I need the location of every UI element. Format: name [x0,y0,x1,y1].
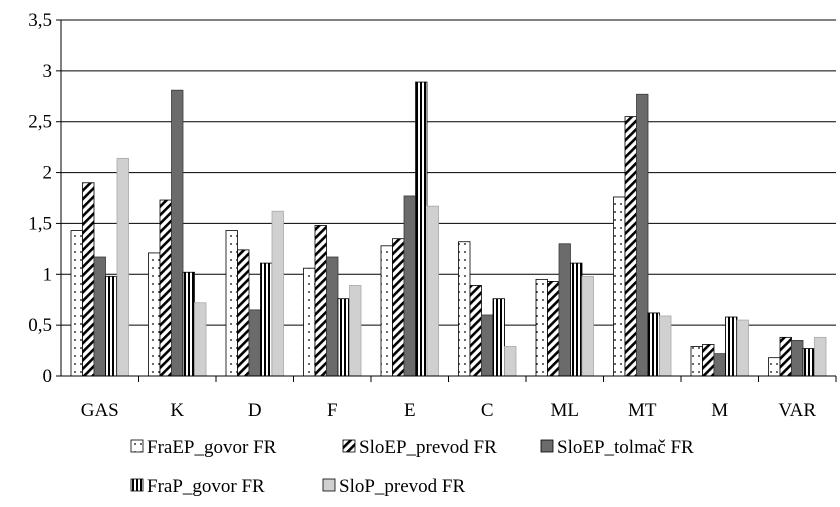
bar [314,225,327,377]
bar [659,315,672,377]
bar [492,298,505,377]
legend-swatch [130,439,144,453]
bar [337,298,350,377]
bar [392,238,405,377]
bar [713,353,726,377]
y-tick-label: 1,5 [28,213,52,234]
bar [426,205,439,377]
bar [82,182,95,377]
bar [636,93,649,377]
bar [260,262,273,377]
bar [380,245,393,377]
bar [768,357,781,377]
bar [194,302,207,377]
x-tick-label: MT [628,400,657,421]
bar [326,256,339,377]
legend-label: FraEP_govor FR [147,437,277,458]
bar [702,344,715,377]
x-tick-label: GAS [81,400,119,421]
bar [535,278,548,377]
legend-label: FraP_govor FR [147,476,265,497]
bar [690,346,703,377]
bar [237,249,250,377]
bar [148,252,161,377]
y-tick-label: 3 [43,61,53,82]
bar [70,230,83,377]
bar [303,267,316,377]
bar [504,346,517,377]
bar [415,81,428,377]
legend-swatch [322,478,336,492]
bar [93,256,106,377]
y-tick-label: 0,5 [28,315,52,336]
bar [558,243,571,377]
bar [458,241,471,377]
y-tick-label: 3,5 [28,10,52,31]
legend-swatch [540,439,554,453]
bar [159,199,172,377]
legend-label: SloEP_prevod FR [359,437,497,458]
legend-swatch [130,478,144,492]
axes: 0 0,5 1 1,5 2 2,5 3 3,5 GAS K D F E C ML MT M VAR [28,10,837,421]
bar [802,348,815,377]
legend: FraEP_govor FR SloEP_prevod FR SloEP_tolma… [130,437,694,497]
bar [570,262,583,377]
y-tick-label: 2 [43,163,53,184]
x-tick-label: F [327,400,338,421]
x-tick-label: M [711,400,728,421]
bar [481,314,494,377]
bar [814,336,827,377]
x-tick-label: E [404,400,416,421]
bar [581,275,594,377]
bar [736,319,749,377]
bar [403,195,416,377]
x-tick-label: K [170,400,184,421]
bars [70,81,827,377]
y-tick-label: 0 [43,366,53,387]
bar [547,281,560,377]
bar [225,230,238,377]
legend-label: SloEP_tolmač FR [557,437,694,458]
bar [725,316,738,377]
x-tick-label: C [481,400,494,421]
legend-swatch [342,439,356,453]
bar [271,210,284,377]
bar [248,309,261,377]
bar [182,271,195,377]
bar [105,275,118,377]
x-tick-label: ML [551,400,580,421]
bar [171,89,184,377]
bar [469,285,482,377]
legend-label: SloP_prevod FR [339,476,465,497]
bar [624,116,637,377]
x-tick-label: D [248,400,262,421]
bar [647,312,660,377]
bar [791,339,804,377]
y-tick-label: 2,5 [28,112,52,133]
bar [779,336,792,377]
bar [116,157,129,377]
y-tick-label: 1 [43,264,53,285]
bar [613,196,626,377]
x-tick-label: VAR [778,400,816,421]
bar [349,285,362,377]
